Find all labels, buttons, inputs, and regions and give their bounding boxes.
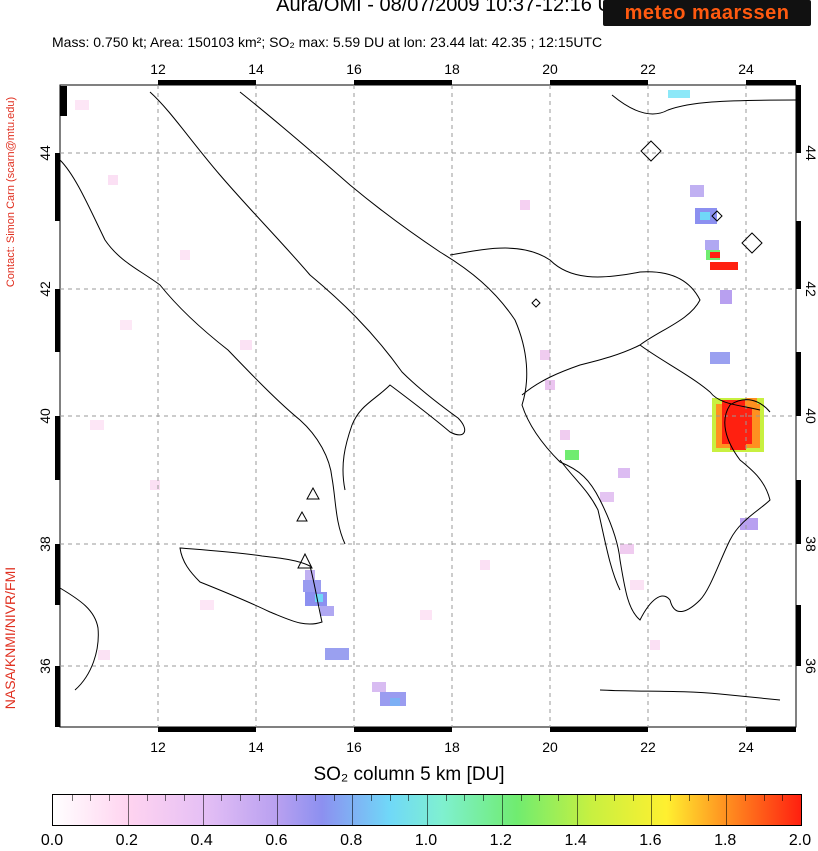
colorbar-tick (614, 795, 615, 801)
colorbar-tick (352, 795, 354, 825)
colorbar-tick (427, 795, 428, 825)
colorbar-tick (389, 795, 391, 801)
colorbar-label: 1.8 (714, 832, 737, 849)
lat-tick: 36 (803, 658, 818, 674)
colorbar-tick (670, 795, 672, 801)
lat-tick: 44 (803, 145, 818, 161)
colorbar-tick (707, 795, 709, 801)
colorbar-tick (221, 795, 223, 801)
colorbar-tick (744, 795, 746, 801)
colorbar-label: 0.6 (265, 832, 288, 849)
colorbar-tick (370, 795, 372, 801)
colorbar-tick (539, 795, 541, 801)
lon-tick: 22 (640, 61, 656, 77)
diamond-icon (640, 140, 662, 162)
so2-map: 12 14 16 18 20 22 24 12 14 16 18 20 22 2… (37, 61, 818, 755)
colorbar-tick (651, 795, 653, 825)
lon-tick: 16 (346, 739, 362, 755)
colorbar-tick (71, 795, 73, 801)
lon-tick: 24 (738, 61, 754, 77)
colorbar-label: 1.2 (489, 832, 512, 849)
lon-tick: 20 (542, 739, 558, 755)
colorbar-tick (240, 795, 241, 801)
diamond-icon (741, 232, 763, 254)
colorbar-label: 2.0 (788, 832, 812, 849)
lat-tick: 42 (803, 281, 818, 297)
colorbar-label: 1.0 (414, 832, 438, 849)
colorbar-tick (576, 795, 578, 825)
colorbar-label: 1.6 (639, 832, 662, 849)
lon-tick: 14 (248, 61, 264, 77)
triangle-icon (306, 486, 320, 500)
diamond-icon (531, 298, 541, 308)
colorbar-tick (688, 795, 690, 801)
map-title: Aura/OMI - 08/07/2009 10:37-12:16 U (276, 0, 612, 16)
colorbar-tick (90, 795, 92, 801)
colorbar-label: 0.2 (115, 832, 138, 849)
lon-tick: 24 (738, 739, 754, 755)
colorbar-tick (109, 795, 111, 801)
colorbar-tick (183, 795, 185, 801)
lat-tick: 38 (37, 536, 53, 552)
colorbar-tick (557, 795, 559, 801)
colorbar-tick (146, 795, 148, 801)
colorbar-tick (501, 795, 503, 825)
colorbar-tick (726, 795, 728, 825)
colorbar-tick (763, 795, 765, 801)
lon-tick: 16 (346, 61, 362, 77)
triangle-icon (297, 552, 313, 569)
colorbar-tick (202, 795, 204, 825)
diamond-icon (711, 210, 723, 222)
grid-lines (60, 85, 796, 727)
lat-tick: 44 (37, 145, 53, 161)
lon-tick: 12 (150, 61, 166, 77)
colorbar-tick (483, 795, 485, 801)
map-subtitle: Mass: 0.750 kt; Area: 150103 km²; SO₂ ma… (52, 34, 603, 50)
colorbar-tick (632, 795, 634, 801)
lon-tick-labels: 12 14 16 18 20 22 24 12 14 16 18 20 22 2… (150, 61, 754, 755)
lat-tick: 40 (37, 408, 53, 424)
colorbar-tick (333, 795, 335, 801)
colorbar-tick (445, 795, 447, 801)
colorbar-tick (258, 795, 260, 801)
meteo-maarssen-logo: meteo maarssen (603, 0, 811, 26)
lat-tick: 36 (37, 658, 53, 674)
lon-tick: 18 (444, 739, 460, 755)
lon-tick: 12 (150, 739, 166, 755)
lon-tick: 22 (640, 739, 656, 755)
lon-tick: 18 (444, 61, 460, 77)
colorbar-tick (296, 795, 298, 801)
triangle-icon (296, 510, 308, 522)
lat-tick: 38 (803, 536, 818, 552)
colorbar (52, 794, 802, 826)
lon-tick: 20 (542, 61, 558, 77)
lat-tick: 40 (803, 408, 818, 424)
lon-tick: 14 (248, 739, 264, 755)
colorbar-tick (277, 795, 279, 825)
colorbar-label: 1.4 (564, 832, 587, 849)
colorbar-tick (165, 795, 167, 801)
colorbar-tick (782, 795, 784, 801)
colorbar-tick (408, 795, 410, 801)
axis-ticks (55, 80, 801, 732)
colorbar-tick (464, 795, 466, 801)
colorbar-tick (520, 795, 522, 801)
colorbar-label: 0.8 (340, 832, 363, 849)
colorbar-label: 0.4 (190, 832, 213, 849)
lat-tick: 42 (37, 281, 53, 297)
colorbar-tick (314, 795, 316, 801)
coastlines (59, 91, 797, 701)
colorbar-tick (595, 795, 597, 801)
colorbar-label: 0.0 (40, 832, 64, 849)
lat-tick-labels: 44 42 40 38 36 44 42 40 38 36 (37, 145, 818, 674)
colorbar-title: SO₂ column 5 km [DU] (313, 764, 505, 785)
colorbar-tick (127, 795, 129, 825)
